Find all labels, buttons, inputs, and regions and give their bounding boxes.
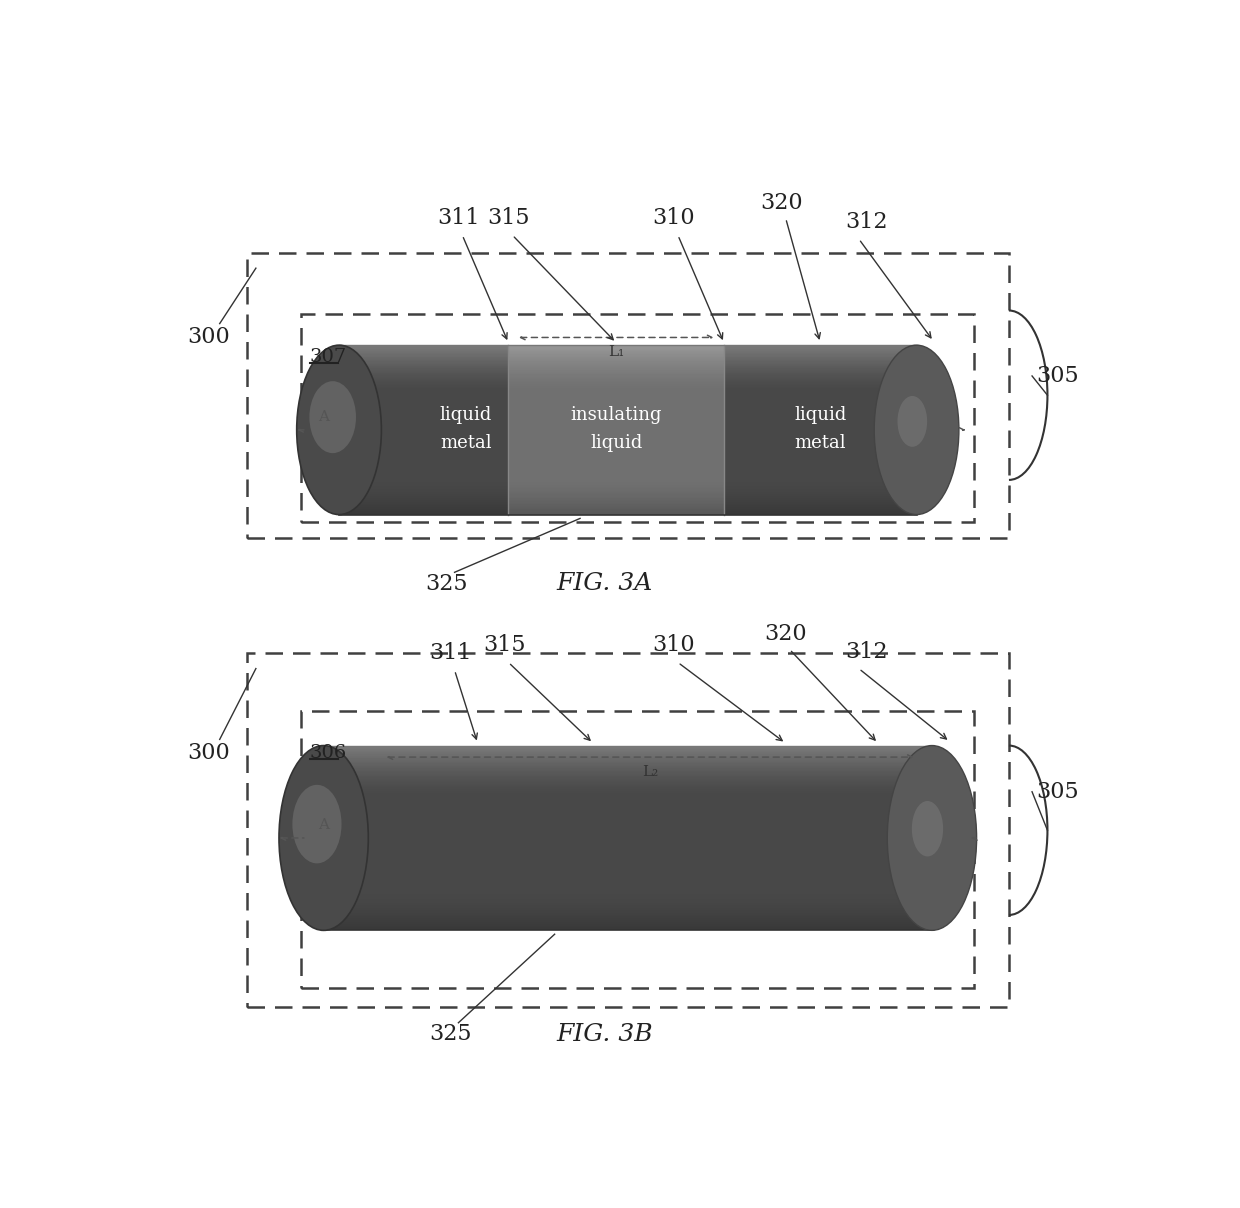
Text: FIG. 3A: FIG. 3A [557, 573, 652, 596]
Polygon shape [324, 760, 932, 761]
Text: 325: 325 [429, 1023, 472, 1045]
Polygon shape [324, 757, 932, 759]
Polygon shape [324, 771, 932, 772]
Polygon shape [324, 767, 932, 768]
Polygon shape [324, 747, 932, 748]
Polygon shape [324, 750, 932, 751]
Text: 300: 300 [187, 742, 229, 765]
Polygon shape [324, 763, 932, 765]
Polygon shape [324, 755, 932, 756]
Polygon shape [324, 756, 932, 757]
Polygon shape [324, 759, 932, 760]
Ellipse shape [874, 345, 959, 515]
Polygon shape [324, 768, 932, 769]
Polygon shape [324, 748, 932, 749]
Text: liquid: liquid [794, 406, 847, 424]
Polygon shape [324, 761, 932, 762]
Ellipse shape [296, 345, 382, 515]
Text: metal: metal [440, 434, 492, 452]
Polygon shape [724, 345, 916, 515]
Text: liquid: liquid [590, 434, 642, 452]
Text: 320: 320 [760, 192, 804, 214]
Polygon shape [324, 762, 932, 763]
Text: 315: 315 [484, 634, 526, 656]
Text: liquid: liquid [440, 406, 492, 424]
Polygon shape [324, 777, 932, 779]
Text: 300: 300 [187, 326, 229, 348]
Polygon shape [324, 751, 932, 753]
Text: 310: 310 [652, 634, 696, 656]
Polygon shape [324, 753, 932, 755]
Ellipse shape [279, 745, 368, 930]
Text: 310: 310 [652, 207, 696, 230]
Polygon shape [324, 749, 932, 750]
Polygon shape [324, 774, 932, 776]
Text: 306: 306 [310, 744, 347, 762]
Polygon shape [324, 776, 932, 777]
Polygon shape [324, 766, 932, 767]
Ellipse shape [310, 382, 356, 453]
Text: 315: 315 [487, 207, 529, 230]
Text: 305: 305 [1035, 780, 1079, 803]
Text: 325: 325 [425, 573, 467, 594]
Polygon shape [324, 780, 932, 782]
Polygon shape [324, 765, 932, 766]
Text: 312: 312 [846, 211, 888, 233]
Ellipse shape [293, 785, 341, 864]
Polygon shape [339, 345, 508, 515]
Polygon shape [324, 745, 932, 747]
Polygon shape [324, 769, 932, 771]
Text: A: A [319, 410, 329, 424]
Text: FIG. 3B: FIG. 3B [557, 1023, 653, 1046]
Polygon shape [324, 745, 932, 930]
Ellipse shape [898, 396, 928, 447]
Text: 307: 307 [310, 348, 347, 366]
Ellipse shape [888, 745, 977, 930]
Text: 311: 311 [438, 207, 480, 230]
Text: metal: metal [795, 434, 846, 452]
Text: 311: 311 [429, 643, 472, 664]
Polygon shape [324, 773, 932, 774]
Polygon shape [508, 345, 724, 515]
Polygon shape [324, 779, 932, 780]
Text: 312: 312 [846, 640, 888, 663]
Polygon shape [324, 772, 932, 773]
Text: A: A [319, 818, 329, 832]
Text: 320: 320 [764, 623, 807, 645]
Ellipse shape [911, 801, 944, 856]
Text: insulating: insulating [570, 406, 662, 424]
Text: L₁: L₁ [608, 345, 625, 359]
Text: 305: 305 [1035, 365, 1079, 387]
Text: L₂: L₂ [642, 765, 658, 779]
